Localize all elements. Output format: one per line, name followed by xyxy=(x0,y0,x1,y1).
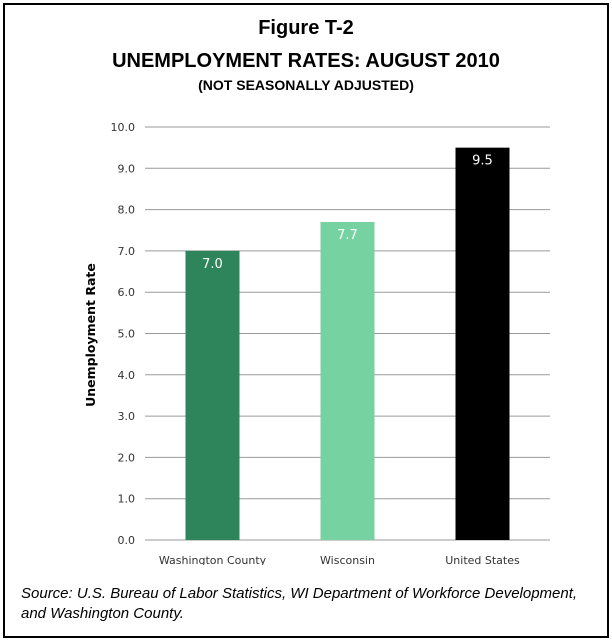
y-tick-label: 7.0 xyxy=(118,245,136,258)
chart-title: UNEMPLOYMENT RATES: AUGUST 2010 xyxy=(112,50,500,72)
bar-value-label: 9.5 xyxy=(472,154,493,169)
bar-value-label: 7.7 xyxy=(337,228,358,243)
x-tick-labels: Washington County Wisconsin United States xyxy=(159,554,520,565)
y-tick-label: 5.0 xyxy=(118,328,136,341)
bar-value-label: 7.0 xyxy=(202,257,223,272)
x-tick-label: Wisconsin xyxy=(320,554,375,565)
y-tick-label: 2.0 xyxy=(118,451,136,464)
y-tick-label: 8.0 xyxy=(118,204,136,217)
bar xyxy=(455,147,510,540)
bar xyxy=(320,221,375,541)
y-tick-label: 1.0 xyxy=(118,493,136,506)
x-tick-label: United States xyxy=(445,554,520,565)
chart-subtitle: (NOT SEASONALLY ADJUSTED) xyxy=(198,77,414,93)
figure-label: Figure T-2 xyxy=(258,17,354,39)
bars: 7.0 7.7 9.5 xyxy=(185,147,510,541)
bar xyxy=(185,250,240,540)
bar-chart: 0.01.02.03.04.05.06.07.08.09.010.0 7.07.… xyxy=(83,121,550,565)
y-tick-label: 0.0 xyxy=(118,534,136,547)
x-tick-label: Washington County xyxy=(159,554,267,565)
source-note: Source: U.S. Bureau of Labor Statistics,… xyxy=(21,585,578,622)
y-tick-label: 4.0 xyxy=(118,369,136,382)
y-tick-label: 9.0 xyxy=(118,162,136,175)
figure-frame: Figure T-2 UNEMPLOYMENT RATES: AUGUST 20… xyxy=(3,3,609,638)
y-axis-label: Unemployment Rate xyxy=(83,263,98,407)
y-tick-label: 3.0 xyxy=(118,410,136,423)
y-tick-label: 6.0 xyxy=(118,286,136,299)
y-tick-label: 10.0 xyxy=(111,121,136,134)
y-tick-labels: 0.0 1.0 2.0 3.0 4.0 5.0 6.0 7.0 8.0 9.0 10.0 xyxy=(111,121,136,547)
